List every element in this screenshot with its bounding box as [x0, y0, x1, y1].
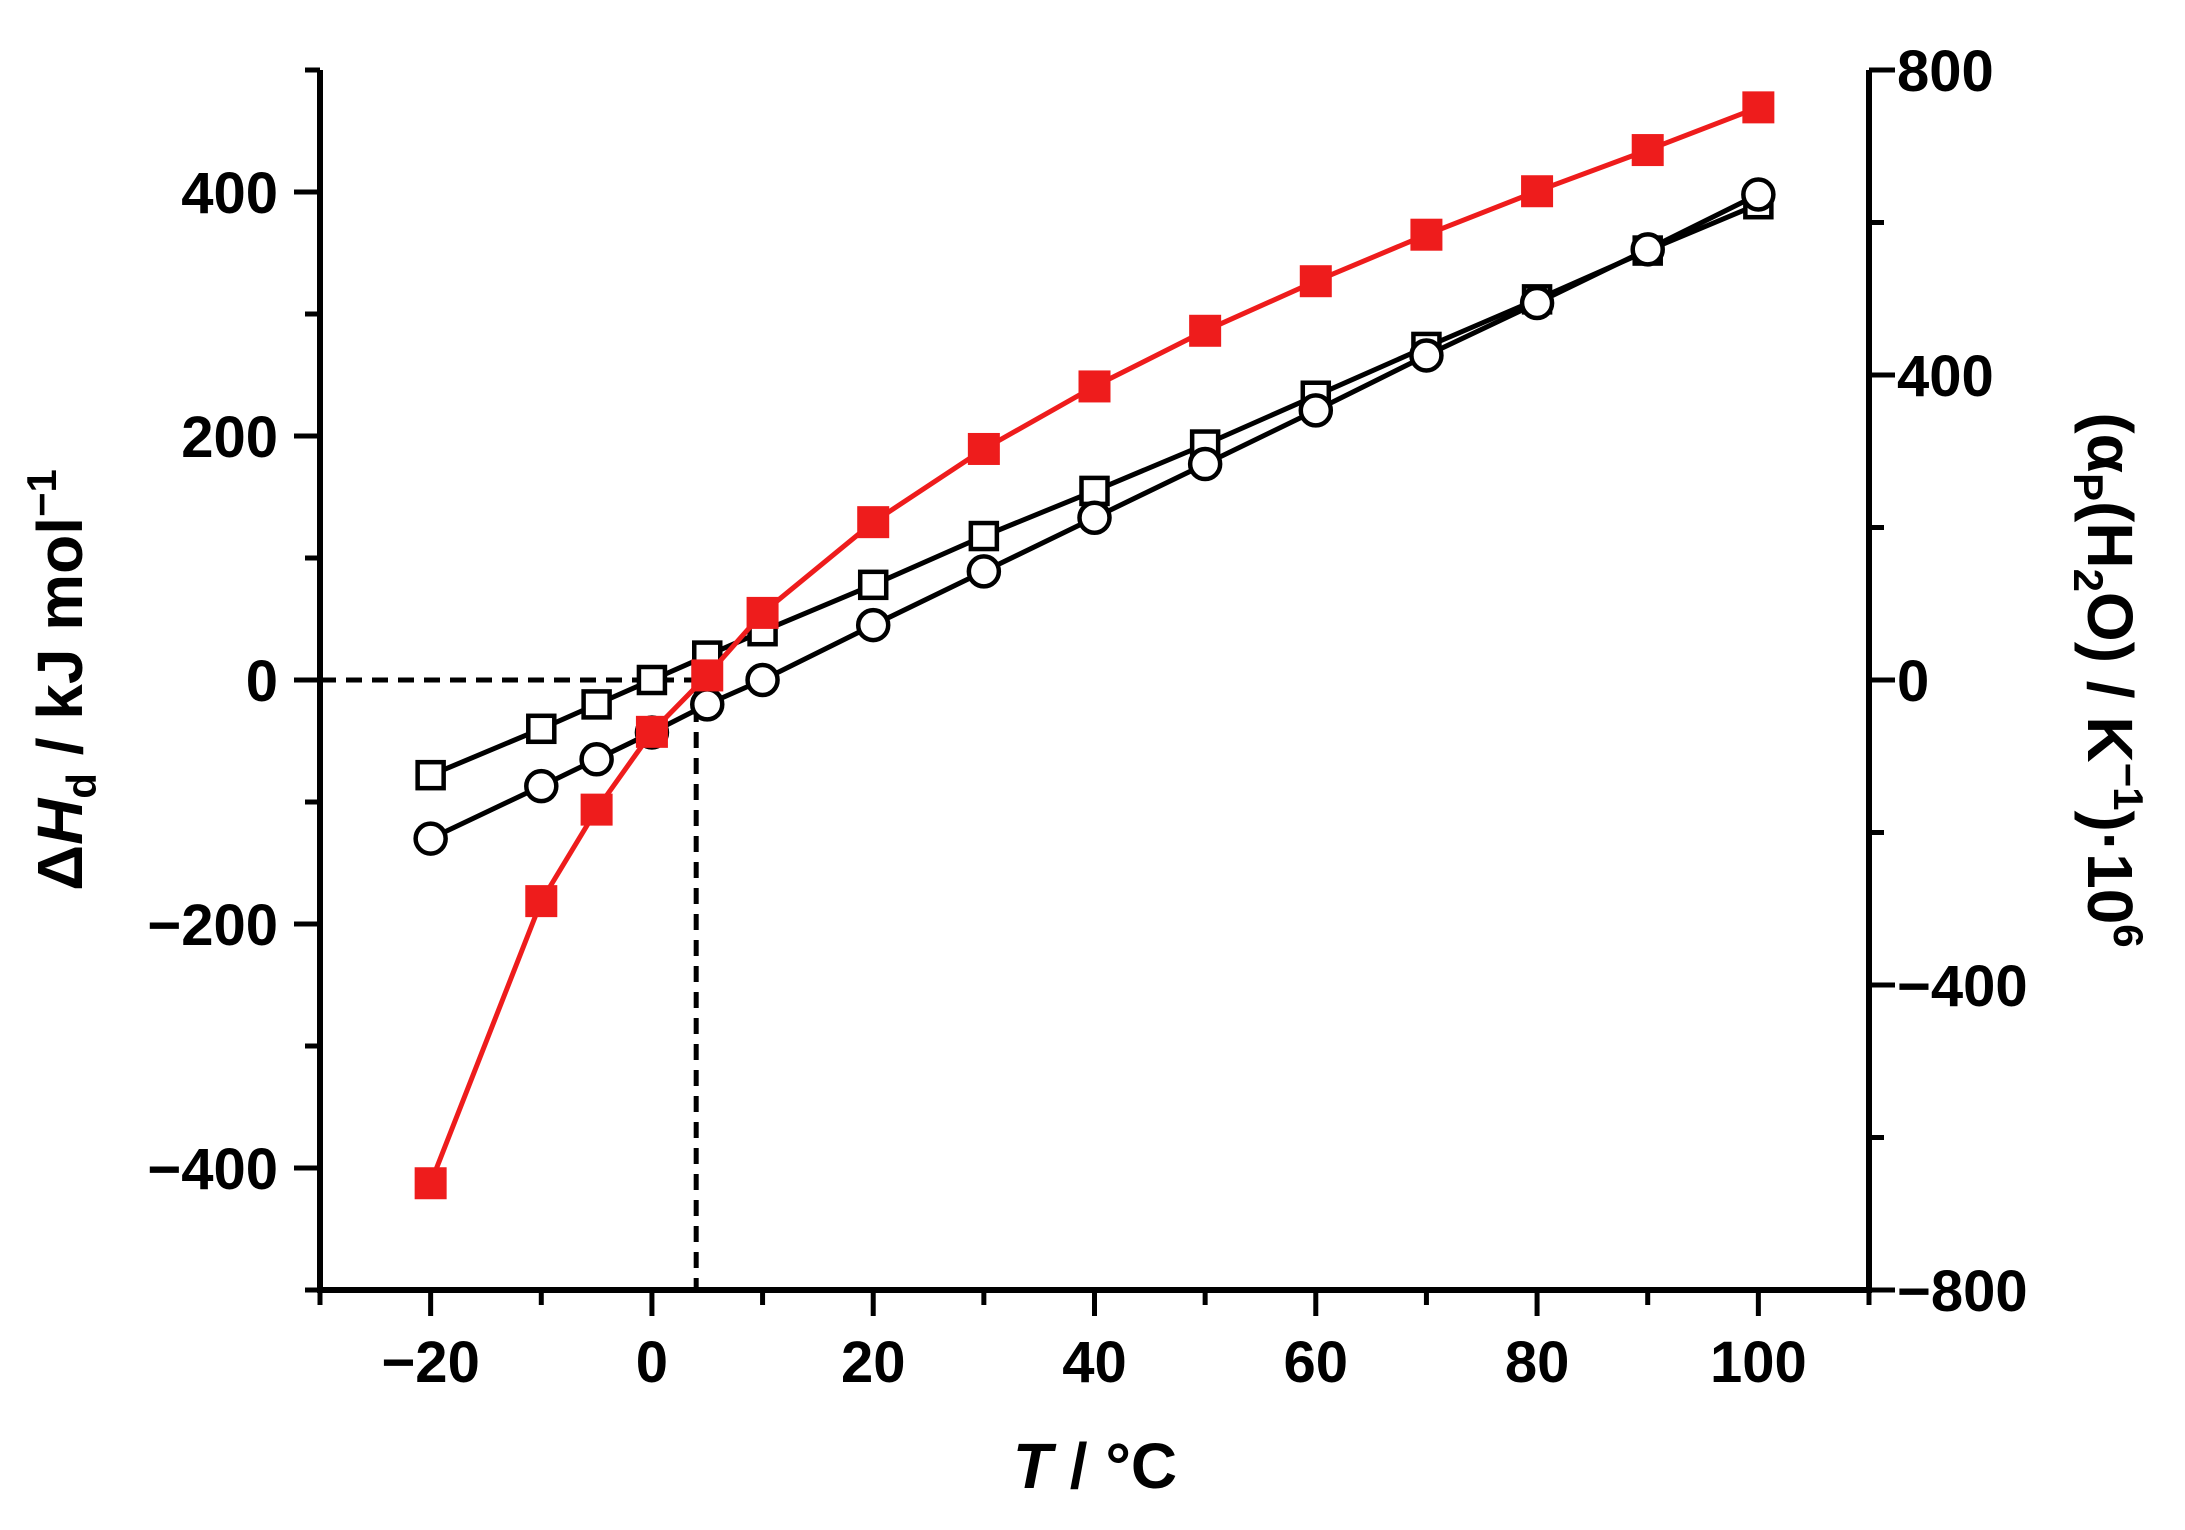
y-left-axis-title: ΔHd / kJ mol−1 [18, 469, 105, 891]
data-point [1630, 232, 1665, 267]
data-point [415, 759, 446, 791]
data-point [1521, 175, 1554, 208]
reference-lines [320, 677, 699, 1290]
data-point [966, 554, 1002, 589]
y-left-tick-label: 400 [181, 161, 278, 226]
data-point [968, 520, 1000, 552]
data-point [413, 821, 448, 856]
y-left-tick-label: 0 [246, 649, 278, 714]
data-point [635, 715, 668, 748]
series-layer [413, 91, 1776, 1200]
y-right-tick-label: −800 [1897, 1259, 2028, 1324]
x-tick-label: 0 [636, 1330, 668, 1395]
data-point [580, 793, 613, 826]
data-point [579, 742, 614, 777]
x-tick-label: 80 [1505, 1330, 1570, 1395]
y-left-tick-label: −200 [147, 893, 278, 958]
y-right-tick-label: −400 [1897, 954, 2028, 1019]
x-tick-label: 20 [841, 1330, 906, 1395]
data-point [857, 506, 890, 539]
data-point [746, 596, 779, 629]
tick-labels: −20 0 20 40 60 80 100−400−2000200400−800−40004… [147, 39, 2027, 1395]
series-1 [415, 188, 1774, 791]
data-point [1741, 177, 1776, 212]
y-left-tick-label: 200 [181, 405, 278, 470]
x-tick-label: 60 [1284, 1330, 1349, 1395]
series-3 [414, 91, 1775, 1200]
series-2 [413, 177, 1776, 856]
x-tick-label: −20 [381, 1330, 479, 1395]
data-point [1410, 218, 1443, 251]
data-point [1742, 91, 1775, 124]
y-right-axis-title: (αP(H2O) / K−1)·106 [2065, 412, 2152, 947]
data-point [1187, 446, 1223, 482]
x-tick-label: 40 [1062, 1330, 1127, 1395]
data-point [1078, 370, 1111, 403]
y-right-tick-label: 0 [1897, 649, 1929, 714]
data-point [745, 662, 780, 698]
data-point [1409, 338, 1444, 373]
data-point [1079, 475, 1110, 507]
data-point [1631, 134, 1664, 167]
y-left-tick-label: −400 [147, 1137, 278, 1202]
data-point [526, 713, 557, 745]
data-point [1298, 393, 1334, 428]
data-point [857, 569, 889, 601]
data-point [524, 768, 559, 804]
ticks [294, 67, 1895, 1316]
data-point [855, 607, 891, 643]
data-point [581, 689, 612, 720]
data-point [967, 432, 1000, 465]
x-tick-label: 100 [1710, 1330, 1807, 1395]
data-point [690, 687, 725, 722]
x-axis-title: T / °C [1013, 1430, 1177, 1502]
data-point [1077, 500, 1112, 535]
data-point [414, 1167, 447, 1200]
y-right-tick-label: 400 [1897, 344, 1994, 409]
data-point [525, 885, 558, 918]
y-right-tick-label: 800 [1897, 39, 1994, 104]
data-point [636, 664, 668, 696]
data-point [1299, 265, 1332, 298]
data-point [1189, 314, 1222, 347]
data-point [691, 659, 724, 692]
series-line [428, 105, 1760, 1185]
data-point [1519, 285, 1555, 321]
